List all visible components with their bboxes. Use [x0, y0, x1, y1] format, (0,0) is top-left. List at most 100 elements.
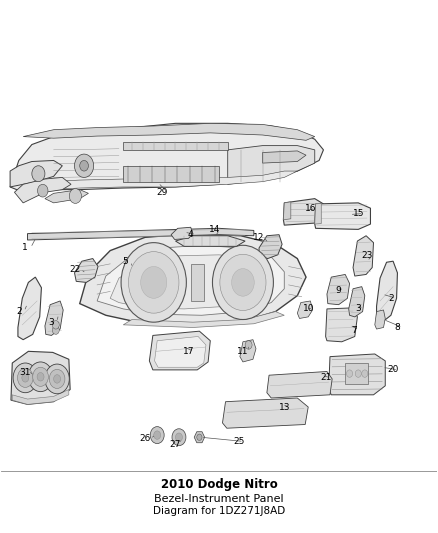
Circle shape — [172, 429, 186, 446]
Circle shape — [28, 362, 53, 392]
Polygon shape — [176, 236, 245, 246]
Polygon shape — [123, 312, 284, 327]
Circle shape — [362, 370, 368, 377]
Text: 20: 20 — [387, 366, 399, 374]
Polygon shape — [23, 123, 315, 140]
Polygon shape — [10, 123, 323, 192]
Circle shape — [141, 266, 167, 298]
Polygon shape — [28, 228, 254, 240]
Polygon shape — [14, 177, 71, 203]
Polygon shape — [327, 274, 350, 305]
Polygon shape — [10, 160, 62, 187]
Text: 29: 29 — [157, 188, 168, 197]
Circle shape — [245, 341, 252, 349]
Text: 15: 15 — [353, 209, 364, 218]
Text: 22: 22 — [70, 265, 81, 273]
Text: 3: 3 — [49, 318, 54, 327]
Text: 14: 14 — [209, 225, 220, 234]
Text: 16: 16 — [305, 204, 316, 213]
Circle shape — [80, 160, 88, 171]
Polygon shape — [149, 331, 210, 370]
Polygon shape — [194, 432, 205, 443]
Text: 1: 1 — [22, 244, 28, 253]
Polygon shape — [315, 203, 371, 229]
Circle shape — [121, 243, 186, 322]
Circle shape — [220, 254, 266, 311]
Text: 11: 11 — [237, 347, 249, 356]
Polygon shape — [155, 336, 206, 367]
Polygon shape — [349, 287, 365, 317]
Text: 3: 3 — [355, 304, 361, 313]
Text: 31: 31 — [20, 368, 31, 377]
Text: 8: 8 — [395, 323, 400, 332]
Circle shape — [18, 368, 33, 387]
Text: 23: 23 — [361, 252, 373, 261]
Circle shape — [52, 326, 59, 334]
Polygon shape — [328, 354, 385, 395]
Circle shape — [53, 375, 60, 383]
Circle shape — [33, 367, 48, 386]
Polygon shape — [325, 308, 357, 342]
Polygon shape — [45, 301, 63, 335]
Polygon shape — [171, 227, 193, 239]
Text: 27: 27 — [170, 440, 181, 449]
Text: 2010 Dodge Nitro: 2010 Dodge Nitro — [161, 479, 277, 491]
Text: Bezel-Instrument Panel: Bezel-Instrument Panel — [154, 494, 284, 504]
Polygon shape — [110, 255, 271, 309]
Polygon shape — [283, 199, 323, 225]
Circle shape — [32, 166, 45, 182]
Polygon shape — [228, 146, 315, 184]
Circle shape — [150, 426, 164, 443]
Circle shape — [128, 252, 179, 313]
Polygon shape — [11, 351, 70, 405]
Polygon shape — [191, 264, 204, 301]
Polygon shape — [262, 151, 306, 163]
Polygon shape — [315, 204, 321, 224]
Text: 7: 7 — [351, 326, 357, 335]
Text: 4: 4 — [188, 230, 194, 239]
Polygon shape — [18, 277, 42, 340]
Text: 9: 9 — [336, 286, 342, 295]
Circle shape — [38, 184, 48, 197]
Polygon shape — [345, 363, 368, 384]
Circle shape — [37, 373, 44, 381]
Circle shape — [346, 370, 353, 377]
Polygon shape — [80, 233, 306, 326]
Circle shape — [176, 433, 183, 441]
Circle shape — [355, 370, 361, 377]
Polygon shape — [74, 259, 98, 282]
Text: Diagram for 1DZ271J8AD: Diagram for 1DZ271J8AD — [153, 506, 285, 516]
Polygon shape — [123, 142, 228, 150]
Polygon shape — [375, 310, 385, 329]
Circle shape — [52, 320, 59, 329]
Polygon shape — [223, 398, 308, 428]
Text: 25: 25 — [233, 437, 244, 446]
Text: 13: 13 — [279, 402, 290, 411]
Polygon shape — [240, 340, 256, 362]
Text: 26: 26 — [139, 434, 151, 443]
Polygon shape — [283, 202, 291, 220]
Text: 12: 12 — [252, 233, 264, 242]
Polygon shape — [12, 390, 69, 405]
Text: 17: 17 — [183, 347, 194, 356]
Circle shape — [154, 431, 161, 439]
Circle shape — [49, 369, 65, 389]
Polygon shape — [267, 372, 332, 398]
Text: 21: 21 — [320, 373, 331, 382]
Polygon shape — [45, 190, 88, 203]
Circle shape — [13, 363, 38, 393]
Polygon shape — [45, 171, 297, 190]
Polygon shape — [377, 261, 397, 322]
Circle shape — [197, 434, 202, 440]
Polygon shape — [97, 245, 284, 316]
Polygon shape — [123, 166, 219, 182]
Text: 2: 2 — [16, 307, 21, 316]
Polygon shape — [297, 301, 313, 318]
Polygon shape — [259, 235, 282, 259]
Circle shape — [22, 374, 29, 382]
Circle shape — [69, 189, 81, 204]
Text: 5: 5 — [123, 257, 128, 265]
Circle shape — [232, 269, 254, 296]
Circle shape — [74, 154, 94, 177]
Circle shape — [45, 364, 69, 394]
